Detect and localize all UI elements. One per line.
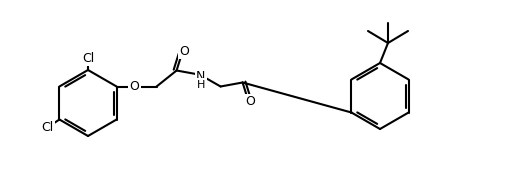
Text: O: O xyxy=(179,45,189,58)
Text: O: O xyxy=(129,80,139,93)
Text: O: O xyxy=(245,95,255,108)
Text: N: N xyxy=(195,70,205,83)
Text: H: H xyxy=(196,79,205,90)
Text: Cl: Cl xyxy=(82,52,94,65)
Text: Cl: Cl xyxy=(41,121,54,134)
